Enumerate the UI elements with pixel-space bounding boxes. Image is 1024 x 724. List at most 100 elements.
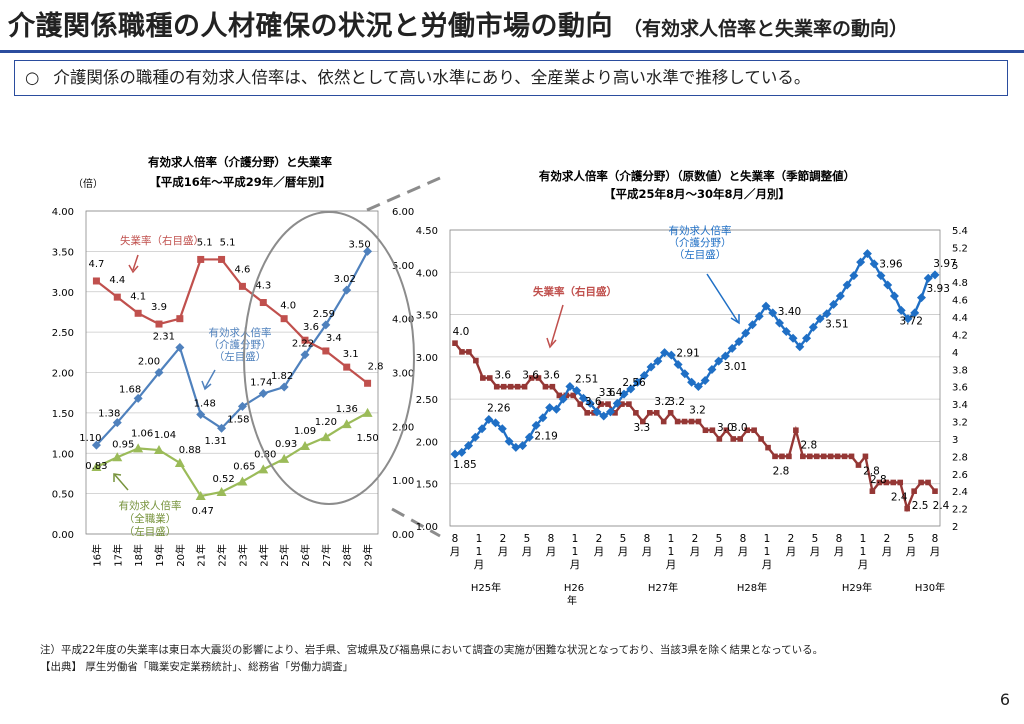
chart2-x-tick: 月 xyxy=(450,546,461,558)
chart2-data-point xyxy=(849,271,859,281)
chart1-data-point xyxy=(216,487,227,497)
chart2-data-point xyxy=(646,362,656,372)
chart2-data-point xyxy=(890,479,897,486)
chart2-data-label: 3.6 xyxy=(522,370,539,382)
summary-bullet: ○ xyxy=(25,68,40,87)
chart1-data-label: 1.82 xyxy=(271,371,293,382)
chart2-data-point xyxy=(793,427,799,434)
chart2-y2-tick: 4.6 xyxy=(952,296,968,307)
chart1-data-point xyxy=(238,282,246,290)
chart2-x-tick: 月 xyxy=(762,559,773,571)
chart2-y2-tick: 5.4 xyxy=(952,226,968,237)
chart2-data-point xyxy=(883,479,890,486)
chart2-data-label: 3.6 xyxy=(494,370,511,382)
chart1-arrow-unemp xyxy=(132,254,139,271)
chart2-data-point xyxy=(788,333,798,343)
chart1-y2-tick: 5.00 xyxy=(392,261,414,272)
chart2-data-point xyxy=(673,359,683,369)
source-note: 【出典】 厚生労働省「職業安定業務統計」、総務省「労働力調査」 xyxy=(40,661,354,673)
chart1-data-point xyxy=(362,407,373,417)
chart1-y-tick: 1.50 xyxy=(52,409,74,420)
chart2-data-point xyxy=(535,375,542,381)
chart2-data-point xyxy=(720,351,730,361)
chart2-data-label: 4.0 xyxy=(453,326,470,338)
chart2-data-point xyxy=(869,488,876,494)
chart1-data-label: 3.50 xyxy=(348,239,370,250)
chart2-data-label: 2.4 xyxy=(933,500,950,512)
chart1-x-tick: 21年 xyxy=(195,544,208,567)
chart2-data-point xyxy=(470,432,480,442)
chart2-data-label: 2.8 xyxy=(870,474,887,486)
chart2-data-point xyxy=(674,418,681,425)
chart2-data-point xyxy=(584,410,590,416)
chart2-data-point xyxy=(758,436,764,442)
chart2-series-line-unemp xyxy=(454,342,936,513)
title-main: 介護関係職種の人材確保の状況と労働市場の動向 xyxy=(8,11,613,42)
chart2-year-label: 年 xyxy=(567,594,577,607)
chart2-year-label: H28年 xyxy=(737,581,767,594)
chart2-y2-tick: 2.4 xyxy=(952,487,968,498)
chart2-data-point xyxy=(605,407,615,417)
chart2-data-point xyxy=(904,505,910,512)
chart2-data-label: 3.51 xyxy=(825,319,848,331)
chart1-data-point xyxy=(218,255,226,263)
chart1-data-label: 1.09 xyxy=(294,426,316,437)
chart1-data-point xyxy=(364,379,372,387)
chart2-data-point xyxy=(653,356,663,366)
chart1-data-point xyxy=(174,457,185,467)
chart2-data-label: 3.6 xyxy=(599,387,616,399)
chart2-data-label: 3.40 xyxy=(778,306,801,318)
chart1-data-label: 3.4 xyxy=(326,333,342,344)
chart1-data-label: 1.58 xyxy=(227,414,249,425)
chart2-data-point xyxy=(754,311,764,321)
chart1-x-tick: 18年 xyxy=(132,544,145,567)
chart1-x-tick: 28年 xyxy=(341,544,354,567)
chart1-data-point xyxy=(322,347,330,355)
chart2-plot-area xyxy=(449,229,941,527)
chart2-data-point xyxy=(556,392,563,399)
chart2-data-point xyxy=(484,414,494,424)
chart2-data-point xyxy=(842,280,852,290)
chart1-data-label: 1.36 xyxy=(336,404,358,415)
chart1-data-point xyxy=(300,440,310,450)
chart2-data-point xyxy=(716,436,723,442)
chart2-data-point xyxy=(883,280,893,290)
chart1-data-label: 0.95 xyxy=(112,439,134,450)
zoom-connector-bottom xyxy=(391,507,441,538)
chart2-data-point xyxy=(491,418,501,428)
chart1-y2-tick: 6.00 xyxy=(392,207,414,218)
chart1-subtitle: 【平成16年～平成29年／暦年別】 xyxy=(149,175,331,189)
chart2-x-tick: 月 xyxy=(594,546,605,558)
chart2-data-label: 3.97 xyxy=(933,258,956,270)
chart2-data-point xyxy=(923,273,933,283)
chart2-data-point xyxy=(653,410,660,416)
chart2-year-label: H29年 xyxy=(842,581,872,594)
chart2-y2-tick: 4.4 xyxy=(952,313,968,324)
chart1-data-label: 4.7 xyxy=(88,259,104,270)
chart1-data-label: 1.20 xyxy=(315,417,337,428)
chart2-data-point xyxy=(747,320,757,330)
chart1-data-point xyxy=(321,320,331,330)
chart1-data-label: 3.6 xyxy=(303,322,319,333)
chart2-data-label: 2.51 xyxy=(575,374,598,386)
chart2-year-label: H30年 xyxy=(915,581,945,594)
chart1-y2-tick: 1.00 xyxy=(392,476,414,487)
chart2-data-point xyxy=(835,291,845,301)
chart2-data-point xyxy=(841,453,848,460)
chart1-data-label: 2.22 xyxy=(292,339,314,350)
chart2-data-point xyxy=(592,407,602,417)
chart1-data-label: 2.59 xyxy=(313,309,335,320)
chart1-data-point xyxy=(197,255,205,263)
chart1-data-label: 3.02 xyxy=(334,274,356,285)
chart2-x-tick: 8 xyxy=(836,533,843,545)
chart2-data-label: 3.6 xyxy=(585,396,602,408)
chart1-x-tick: 19年 xyxy=(153,544,166,567)
chart2-data-point xyxy=(459,349,465,355)
chart2-x-tick: 1 xyxy=(668,533,675,545)
chart2-data-point xyxy=(800,453,806,460)
chart2-data-point xyxy=(667,410,674,416)
chart1-annotation-care: 有効求人倍率 xyxy=(209,326,272,339)
chart1-annotation-all: 有効求人倍率 xyxy=(119,499,182,512)
chart1-y-tick: 2.00 xyxy=(52,369,74,380)
chart1-data-point xyxy=(258,388,268,398)
